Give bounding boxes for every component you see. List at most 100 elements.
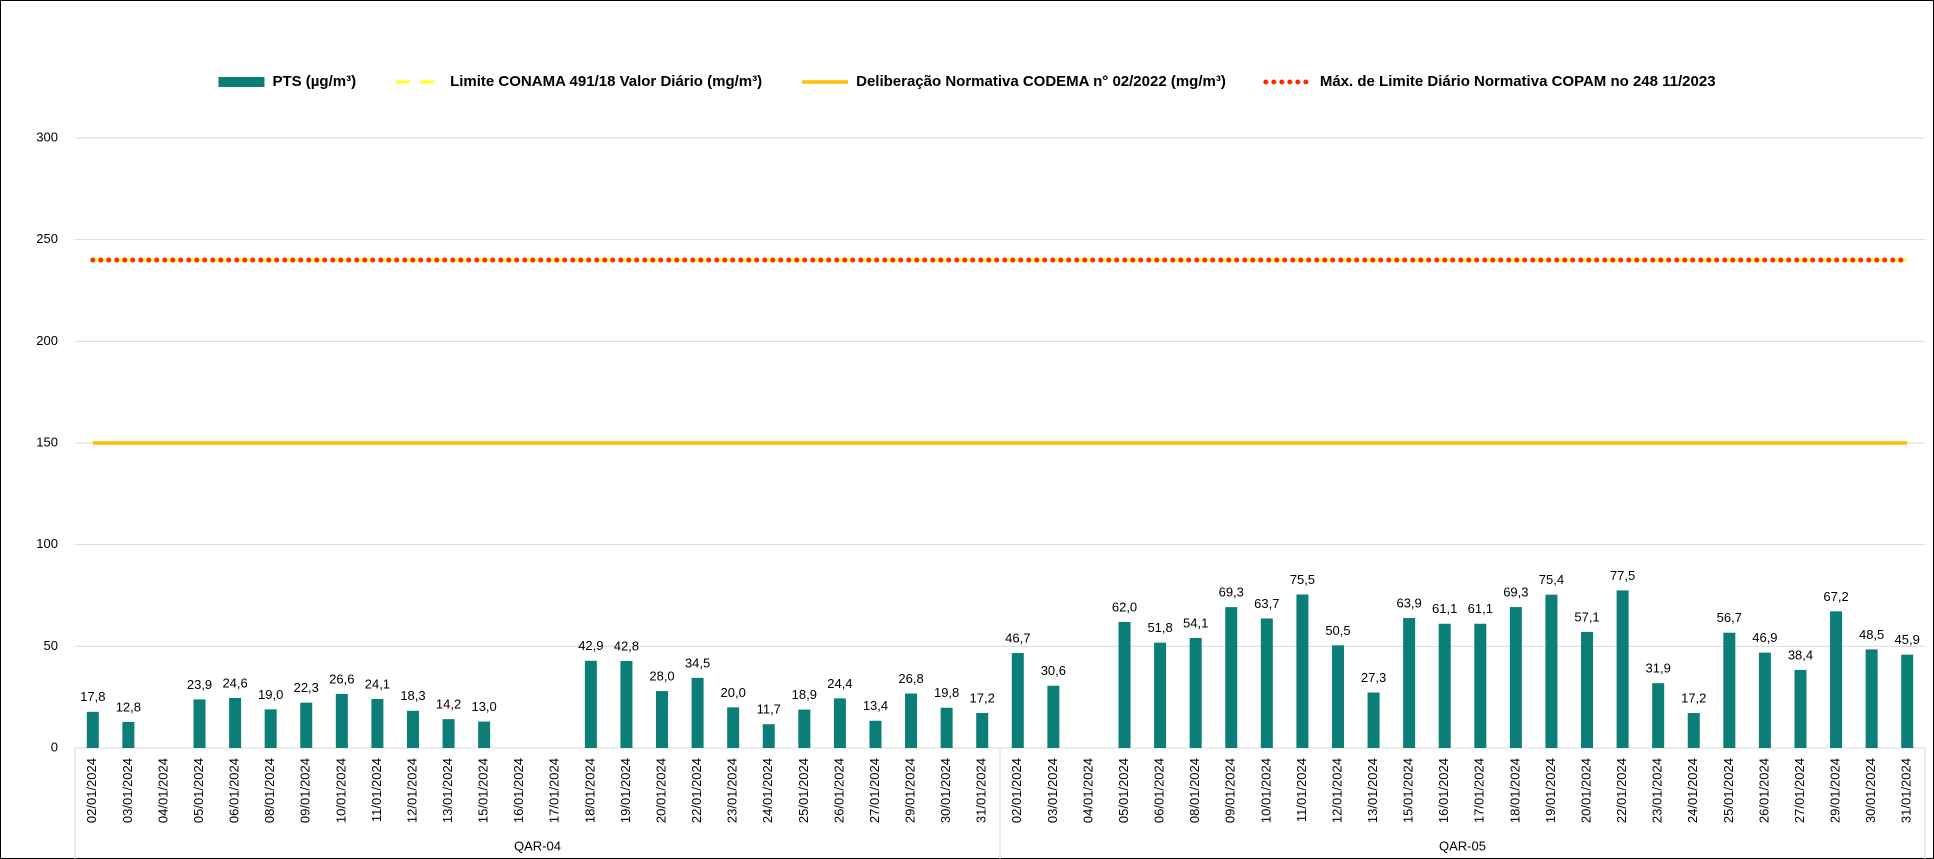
bar — [656, 691, 669, 748]
data-label: 46,7 — [1005, 630, 1030, 645]
group-label: QAR-04 — [514, 838, 561, 853]
x-tick-label: 13/01/2024 — [440, 758, 455, 823]
bar — [442, 719, 455, 748]
x-tick-label: 02/01/2024 — [1009, 758, 1024, 823]
x-tick-label: 10/01/2024 — [1258, 758, 1273, 823]
legend-label: Deliberação Normativa CODEMA n° 02/2022 … — [856, 73, 1226, 90]
bar — [691, 677, 704, 748]
bar — [1225, 607, 1238, 748]
legend-label: Limite CONAMA 491/18 Valor Diário (mg/m³… — [450, 73, 762, 90]
x-tick-label: 04/01/2024 — [1080, 758, 1095, 823]
x-tick-label: 22/01/2024 — [689, 758, 704, 823]
x-tick-label: 02/01/2024 — [84, 758, 99, 823]
data-label: 17,2 — [1681, 690, 1706, 705]
data-label: 24,6 — [222, 675, 247, 690]
data-label: 61,1 — [1432, 601, 1457, 616]
data-label: 42,8 — [614, 638, 639, 653]
legend-label: Máx. de Limite Diário Normativa COPAM no… — [1320, 73, 1716, 90]
x-tick-label: 26/01/2024 — [831, 758, 846, 823]
data-label: 42,9 — [578, 638, 603, 653]
x-tick-label: 23/01/2024 — [1650, 758, 1665, 823]
x-tick-label: 17/01/2024 — [547, 758, 562, 823]
x-tick-label: 12/01/2024 — [404, 758, 419, 823]
data-label: 13,4 — [863, 698, 888, 713]
bar — [1509, 607, 1522, 748]
bar — [1581, 631, 1594, 748]
data-label: 48,5 — [1859, 627, 1884, 642]
y-tick-label: 100 — [36, 536, 58, 551]
x-tick-label: 09/01/2024 — [298, 758, 313, 823]
bar — [1794, 669, 1807, 748]
bar — [1901, 654, 1914, 748]
data-label: 50,5 — [1325, 623, 1350, 638]
data-label: 26,8 — [898, 671, 923, 686]
x-tick-label: 19/01/2024 — [618, 758, 633, 823]
bar — [86, 711, 99, 748]
x-tick-label: 30/01/2024 — [938, 758, 953, 823]
x-tick-label: 24/01/2024 — [1685, 758, 1700, 823]
data-label: 19,0 — [258, 687, 283, 702]
data-label: 75,5 — [1290, 572, 1315, 587]
x-tick-label: 08/01/2024 — [262, 758, 277, 823]
legend-label: PTS (µg/m³) — [272, 73, 356, 90]
bar — [1260, 618, 1273, 748]
x-tick-label: 16/01/2024 — [1436, 758, 1451, 823]
data-label: 31,9 — [1646, 661, 1671, 676]
x-tick-label: 20/01/2024 — [1578, 758, 1593, 823]
data-label: 63,7 — [1254, 596, 1279, 611]
data-label: 28,0 — [649, 669, 674, 684]
x-tick-label: 04/01/2024 — [155, 758, 170, 823]
bar — [1830, 611, 1843, 748]
x-tick-label: 06/01/2024 — [1152, 758, 1167, 823]
bar — [1616, 590, 1629, 748]
data-label: 27,3 — [1361, 670, 1386, 685]
data-label: 11,7 — [757, 702, 781, 717]
data-label: 13,0 — [471, 699, 496, 714]
data-label: 77,5 — [1610, 568, 1635, 583]
x-tick-label: 08/01/2024 — [1187, 758, 1202, 823]
bar — [371, 698, 384, 748]
x-tick-label: 06/01/2024 — [227, 758, 242, 823]
bar — [1331, 645, 1344, 748]
x-tick-label: 11/01/2024 — [369, 758, 384, 822]
data-label: 14,2 — [436, 697, 461, 712]
data-label: 18,9 — [792, 687, 817, 702]
data-label: 61,1 — [1468, 601, 1493, 616]
group-label: QAR-05 — [1439, 838, 1486, 853]
bar — [193, 699, 206, 748]
x-tick-label: 09/01/2024 — [1223, 758, 1238, 823]
data-label: 22,3 — [294, 680, 319, 695]
data-label: 67,2 — [1823, 589, 1848, 604]
x-tick-label: 29/01/2024 — [902, 758, 917, 823]
data-label: 56,7 — [1717, 610, 1742, 625]
bar — [122, 721, 135, 748]
bar — [1118, 621, 1131, 748]
data-label: 69,3 — [1503, 585, 1528, 600]
x-tick-label: 18/01/2024 — [582, 758, 597, 823]
bar — [584, 660, 597, 748]
bar — [833, 698, 846, 748]
x-tick-label: 05/01/2024 — [1116, 758, 1131, 823]
x-tick-label: 29/01/2024 — [1827, 758, 1842, 823]
bar — [798, 709, 811, 748]
bar — [620, 660, 633, 748]
data-label: 34,5 — [685, 655, 710, 670]
legend: PTS (µg/m³) Limite CONAMA 491/18 Valor Di… — [218, 73, 1716, 90]
data-label: 38,4 — [1788, 647, 1813, 662]
data-label: 75,4 — [1539, 572, 1564, 587]
bar — [1652, 683, 1665, 748]
bar — [335, 693, 348, 748]
data-label: 23,9 — [187, 677, 212, 692]
bar — [976, 713, 989, 748]
bar — [1189, 637, 1202, 748]
x-tick-label: 26/01/2024 — [1756, 758, 1771, 823]
bar — [1154, 642, 1167, 748]
x-tick-label: 18/01/2024 — [1507, 758, 1522, 823]
data-label: 54,1 — [1183, 615, 1208, 630]
bar — [1758, 652, 1771, 748]
bar — [1011, 653, 1024, 748]
bar — [1474, 623, 1487, 748]
x-tick-label: 16/01/2024 — [511, 758, 526, 823]
data-label: 51,8 — [1147, 620, 1172, 635]
